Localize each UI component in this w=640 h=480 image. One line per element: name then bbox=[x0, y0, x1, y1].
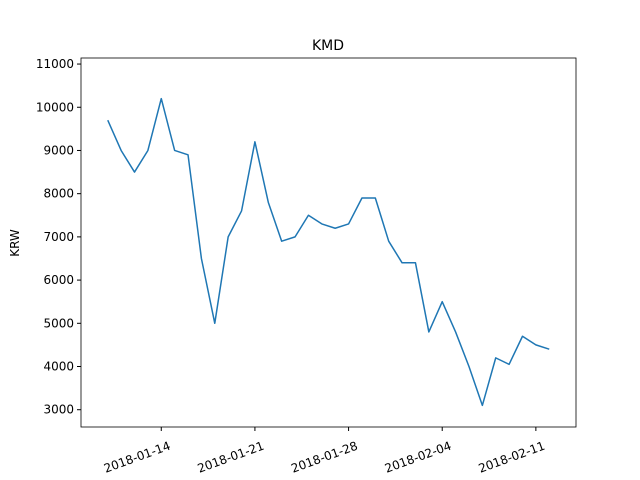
y-tick-label: 11000 bbox=[36, 57, 74, 71]
y-tick-label: 8000 bbox=[43, 187, 74, 201]
y-tick-label: 6000 bbox=[43, 273, 74, 287]
y-tick-label: 5000 bbox=[43, 316, 74, 330]
y-tick-label: 4000 bbox=[43, 360, 74, 374]
plot-frame bbox=[80, 57, 577, 428]
data-line bbox=[107, 97, 550, 407]
y-axis-label: KRW bbox=[8, 229, 22, 257]
y-tick-label: 10000 bbox=[36, 100, 74, 114]
y-tick-label: 3000 bbox=[43, 403, 74, 417]
y-tick-label: 9000 bbox=[43, 143, 74, 157]
chart-title: KMD bbox=[312, 38, 344, 54]
y-tick-label: 7000 bbox=[43, 230, 74, 244]
